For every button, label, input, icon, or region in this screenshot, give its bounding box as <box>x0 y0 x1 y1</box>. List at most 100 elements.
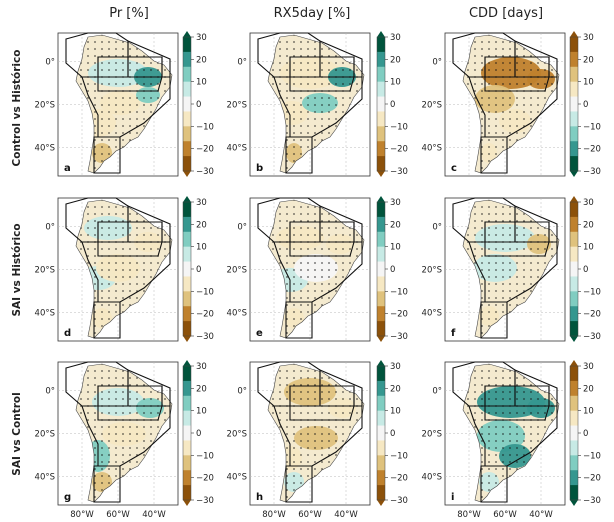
colorbar-segment <box>377 380 385 397</box>
colorbar-segment <box>570 306 578 322</box>
panel-letter: d <box>64 328 71 339</box>
colorbar-segment <box>183 66 191 83</box>
coastline <box>267 199 365 339</box>
colorbar-segment <box>377 306 385 322</box>
region-box <box>468 241 558 303</box>
colorbar-arrow-top <box>183 196 191 202</box>
map-panel-b: b 0° 20°S 40°S <box>227 32 371 177</box>
y-tick-label: 0° <box>45 387 55 397</box>
region-box <box>468 405 558 467</box>
colorbar-tick-label: 20 <box>196 384 207 394</box>
y-tick-label: 40°S <box>35 308 55 318</box>
colorbar-segment <box>377 261 385 277</box>
y-tick-label: 20°S <box>35 430 55 440</box>
x-tick-label: 80°W <box>457 510 481 520</box>
x-tick-label: 60°W <box>298 510 322 520</box>
region-box <box>480 136 508 174</box>
panel-letter: i <box>451 492 454 503</box>
colorbar-segment <box>570 66 578 83</box>
y-tick-label: 0° <box>237 58 247 68</box>
colorbar-segment <box>570 470 578 486</box>
colorbar-segment <box>377 216 385 233</box>
colorbar-segment <box>377 425 385 441</box>
significance-stipple <box>268 35 364 173</box>
y-tick-label: 40°S <box>422 308 442 318</box>
region-box <box>514 369 558 407</box>
colorbar-segment <box>377 37 385 53</box>
colorbar-segment <box>183 261 191 277</box>
land-field <box>463 35 559 173</box>
colorbar-tick-label: −10 <box>583 122 601 132</box>
coastline <box>267 34 365 174</box>
colorbar-tick-label: 30 <box>583 198 594 208</box>
colorbar-h: 30 20 10 0 −10 −20 −30 <box>376 360 408 506</box>
region-box <box>273 76 363 138</box>
colorbar-tick-label: −10 <box>583 451 601 461</box>
colorbar-tick-label: −30 <box>583 332 601 342</box>
y-tick-label: 40°S <box>35 143 55 153</box>
colorbar-segment <box>377 96 385 112</box>
y-tick-label: 0° <box>237 223 247 233</box>
colorbar-e: 30 20 10 0 −10 −20 −30 <box>376 196 408 342</box>
colorbar-segment <box>183 440 191 456</box>
colorbar-tick-label: 20 <box>390 55 401 65</box>
colorbar-tick-label: 10 <box>583 407 594 417</box>
colorbar-segment <box>183 455 191 471</box>
colorbar-segment <box>570 141 578 157</box>
map-panel-d: d 0° 20°S 40°S <box>35 197 179 342</box>
region-box <box>273 405 363 467</box>
colorbar-segment <box>377 470 385 486</box>
y-tick-label: 0° <box>45 223 55 233</box>
x-tick-label: 40°W <box>142 510 166 520</box>
colorbar-tick-label: −10 <box>390 122 408 132</box>
colorbar-tick-label: 30 <box>196 33 207 43</box>
colorbar-segment <box>570 276 578 292</box>
colorbar-tick-label: −30 <box>390 496 408 506</box>
x-tick-label: 60°W <box>493 510 517 520</box>
colorbar-segment <box>377 276 385 292</box>
colorbar-arrow-top <box>570 196 578 202</box>
significance-stipple <box>76 200 172 338</box>
coastline <box>462 34 560 174</box>
region-box <box>127 369 171 407</box>
panel-letter: g <box>64 492 71 503</box>
colorbar-segment <box>377 66 385 83</box>
colorbar-tick-label: 30 <box>390 362 401 372</box>
colorbar-segment <box>183 425 191 441</box>
colorbar-tick-label: 30 <box>583 33 594 43</box>
colorbar-segment <box>183 380 191 397</box>
region-box <box>285 301 313 339</box>
colorbar-i: 30 20 10 0 −10 −20 −30 <box>569 360 601 506</box>
x-tick-label: 60°W <box>106 510 130 520</box>
colorbar-tick-label: −10 <box>196 451 214 461</box>
region-box <box>285 465 313 503</box>
colorbar-segment <box>570 485 578 501</box>
y-tick-label: 0° <box>45 58 55 68</box>
colorbar-tick-label: −20 <box>583 474 601 484</box>
colorbar-segment <box>183 291 191 307</box>
colorbar-arrow-bottom <box>377 336 385 342</box>
colorbar-segment <box>183 111 191 127</box>
region-box <box>514 40 558 78</box>
colorbar-segment <box>377 246 385 263</box>
colorbar-arrow-bottom <box>377 500 385 506</box>
coastline <box>267 363 365 503</box>
colorbar-g: 30 20 10 0 −10 −20 −30 <box>182 360 214 506</box>
column-title-2: RX5day [%] <box>274 6 351 21</box>
colorbar-segment <box>570 96 578 112</box>
map-panel-h: h 0° 20°S 40°S 80°W 60°W 40°W <box>227 361 371 520</box>
colorbar-arrow-bottom <box>570 336 578 342</box>
y-tick-label: 40°S <box>422 472 442 482</box>
y-tick-label: 0° <box>432 223 442 233</box>
colorbar-segment <box>570 37 578 53</box>
colorbar-segment <box>183 216 191 233</box>
y-tick-label: 40°S <box>227 308 247 318</box>
colorbar-segment <box>377 81 385 98</box>
column-title-1: Pr [%] <box>109 6 149 21</box>
land-field <box>76 364 172 502</box>
region-box <box>319 40 363 78</box>
region-box <box>285 136 313 174</box>
significance-stipple <box>463 364 559 502</box>
